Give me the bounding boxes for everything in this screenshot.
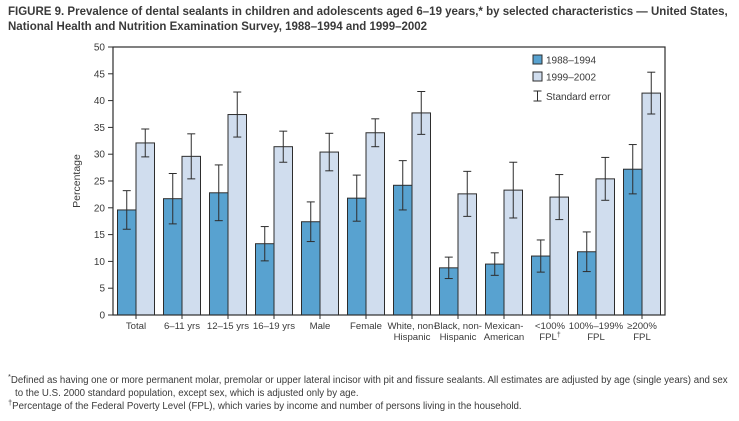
y-axis-title: Percentage: [71, 154, 83, 208]
legend-label: 1999–2002: [546, 73, 596, 84]
bar-1999–2002: [365, 132, 385, 316]
y-axis-tick-label: 10: [94, 257, 106, 268]
y-axis-tick-label: 40: [94, 96, 106, 107]
figure-title: FIGURE 9. Prevalence of dental sealants …: [8, 6, 728, 33]
x-category-label: Black, non-Hispanic: [434, 321, 482, 343]
x-category-label: 100%–199% FPL: [569, 321, 624, 343]
bar-1999–2002: [181, 155, 201, 316]
legend-swatch-1999–2002: [532, 71, 543, 82]
bar-1999–2002: [227, 114, 247, 316]
footnote-marker: †: [8, 397, 13, 407]
y-axis-tick-label: 50: [94, 43, 106, 54]
x-category-label: ≥200% FPL: [627, 321, 657, 343]
legend-label-standard-error: Standard error: [546, 92, 611, 103]
y-axis-tick-label: 25: [94, 177, 106, 188]
y-axis-tick-label: 30: [94, 150, 106, 161]
x-category-label: Total: [126, 321, 146, 332]
x-category-label: <100% FPL†: [535, 321, 566, 343]
bar-1999–2002: [273, 146, 293, 316]
bar-1999–2002: [135, 142, 155, 316]
legend-label: 1988–1994: [546, 56, 596, 67]
plot-frame: [112, 46, 666, 316]
bar-1999–2002: [319, 151, 339, 316]
footnote-marker: *: [8, 371, 11, 381]
legend-swatch-1988–1994: [532, 54, 543, 65]
x-category-label: Female: [350, 321, 382, 332]
x-category-label: Male: [310, 321, 331, 332]
y-axis-tick-label: 20: [94, 203, 106, 214]
footnote-dagger: †Percentage of the Federal Poverty Level…: [8, 398, 735, 414]
x-category-label: White, non-Hispanic: [387, 321, 436, 343]
x-category-label: 6–11 yrs: [164, 321, 200, 332]
footnote-text: Percentage of the Federal Poverty Level …: [12, 400, 522, 412]
y-axis-tick-label: 35: [94, 123, 106, 134]
footnotes: *Defined as having one or more permanent…: [8, 371, 735, 414]
y-axis-tick-label: 5: [99, 284, 105, 295]
x-category-label: 12–15 yrs: [207, 321, 249, 332]
bar-1999–2002: [641, 92, 661, 316]
y-axis-tick-label: 0: [99, 311, 105, 322]
y-axis-tick-label: 45: [94, 69, 106, 80]
y-axis-tick-label: 15: [94, 230, 106, 241]
bar-1999–2002: [411, 112, 431, 316]
footnote-asterisk: *Defined as having one or more permanent…: [8, 371, 735, 401]
x-category-label: 16–19 yrs: [253, 321, 295, 332]
x-category-label: Mexican-American: [484, 321, 525, 343]
footnote-text: Defined as having one or more permanent …: [10, 375, 728, 399]
